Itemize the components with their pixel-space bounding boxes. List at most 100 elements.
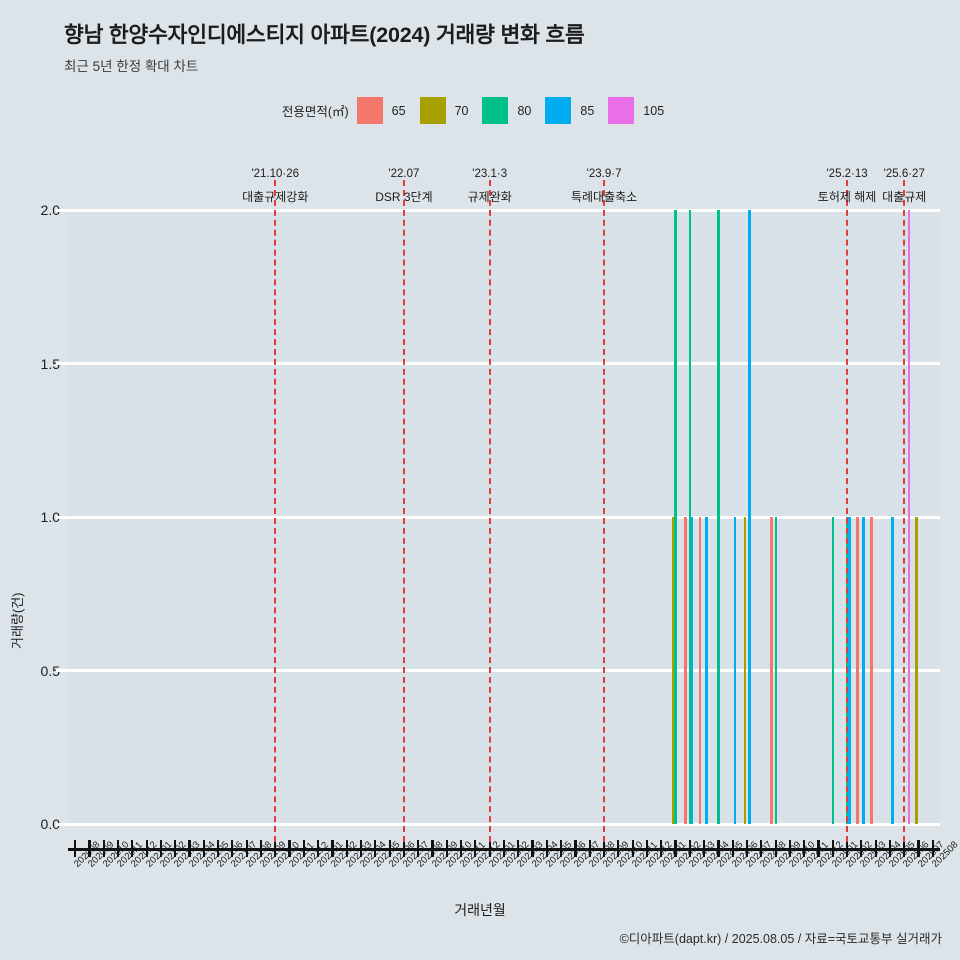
legend-swatch-icon-65 — [356, 97, 383, 124]
bar-202503-65[interactable] — [855, 517, 859, 824]
event-line-202309 — [603, 180, 606, 842]
legend-label-80: 80 — [517, 103, 532, 118]
y-tick-mark-2.0 — [56, 208, 68, 212]
bar-202503-85[interactable] — [862, 517, 866, 824]
legend-item-85[interactable]: 85 — [545, 97, 608, 124]
x-tick-202311 — [631, 840, 634, 857]
x-tick-202402 — [674, 840, 677, 857]
event-name-202506: 대출규제 — [882, 190, 927, 204]
x-tick-202506 — [903, 840, 906, 857]
x-tick-202301 — [488, 840, 491, 857]
y-tick-label-1.5: 1.5 — [40, 355, 60, 372]
event-line-202502 — [846, 180, 849, 842]
x-tick-202501 — [831, 840, 834, 857]
event-date-202207: '22.07 — [388, 168, 420, 180]
x-tick-202411 — [803, 840, 806, 857]
x-tick-202503 — [860, 840, 863, 857]
legend-swatch-icon-105 — [608, 97, 635, 124]
x-tick-202404 — [703, 840, 706, 857]
x-tick-202203 — [345, 840, 348, 857]
gridline-0.5 — [68, 669, 940, 672]
bar-202403-85[interactable] — [690, 517, 694, 824]
x-tick-202204 — [359, 840, 363, 857]
bar-202407-70[interactable] — [743, 517, 747, 824]
x-tick-202210 — [445, 840, 448, 857]
y-tick-label-0.5: 0.5 — [40, 662, 60, 679]
event-date-202506: '25.6·27 — [883, 168, 925, 180]
x-tick-202508 — [931, 840, 934, 857]
x-tick-202308 — [588, 840, 591, 857]
legend-label-70: 70 — [454, 103, 469, 118]
event-date-202110: '21.10·26 — [251, 168, 300, 180]
gridline-1.5 — [68, 362, 940, 365]
x-tick-202111 — [288, 840, 291, 857]
event-name-202502: 토허제 해제 — [817, 190, 877, 204]
x-tick-202010 — [102, 840, 105, 857]
x-tick-202303 — [517, 840, 520, 857]
x-tick-202205 — [374, 840, 377, 857]
event-line-202506 — [903, 180, 906, 842]
legend-swatch-icon-85 — [545, 97, 572, 124]
bar-202403-65[interactable] — [684, 517, 687, 824]
bar-202409-80[interactable] — [774, 517, 778, 824]
bar-202506-105[interactable] — [907, 210, 911, 824]
legend-label-65: 65 — [391, 103, 406, 118]
bar-202502-85[interactable] — [848, 517, 851, 824]
x-tick-202504 — [874, 840, 877, 857]
bar-202507-70[interactable] — [915, 517, 918, 824]
y-tick-mark-1.5 — [56, 362, 68, 365]
x-tick-202305 — [545, 840, 548, 857]
y-tick-label-0.0: 0.0 — [40, 816, 60, 832]
legend-title: 전용면적(㎡) — [281, 105, 349, 119]
x-tick-202412 — [817, 840, 820, 857]
bar-202504-65[interactable] — [870, 517, 873, 824]
bar-202409-65[interactable] — [770, 517, 773, 824]
x-tick-202106 — [216, 840, 220, 857]
x-tick-202105 — [202, 840, 205, 857]
bar-202403-80[interactable] — [688, 210, 692, 824]
x-tick-202410 — [788, 840, 791, 857]
y-axis-label: 거래량(건) — [10, 592, 25, 650]
x-tick-202302 — [502, 840, 506, 857]
x-tick-202012 — [131, 840, 134, 857]
event-name-202207: DSR 3단계 — [375, 190, 433, 204]
x-tick-202502 — [845, 840, 849, 857]
bar-202404-85[interactable] — [705, 517, 708, 824]
y-tick-label-2.0: 2.0 — [40, 202, 60, 218]
event-name-202301: 규제완화 — [467, 190, 512, 204]
bar-202404-65[interactable] — [698, 517, 702, 824]
x-tick-202110 — [274, 840, 277, 857]
event-name-202309: 특례대출축소 — [570, 190, 638, 204]
x-tick-202306 — [560, 840, 563, 857]
bar-202405-80[interactable] — [717, 210, 720, 824]
x-tick-202312 — [645, 840, 649, 857]
y-tick-label-1.0: 1.0 — [40, 509, 60, 525]
x-tick-202505 — [888, 840, 892, 857]
x-tick-202507 — [917, 840, 920, 857]
x-tick-202212 — [474, 840, 477, 857]
bar-202501-80[interactable] — [831, 517, 835, 824]
x-tick-202208 — [417, 840, 420, 857]
x-tick-202202 — [331, 840, 334, 857]
chart-footer-credit: ©디아파트(dapt.kr) / 2025.08.05 / 자료=국토교통부 실… — [619, 932, 942, 946]
gridline-2.0 — [68, 208, 940, 212]
legend-item-80[interactable]: 80 — [482, 97, 545, 124]
event-name-202110: 대출규제강화 — [242, 190, 309, 204]
bar-202402-70[interactable] — [672, 517, 675, 824]
x-tick-202102 — [159, 840, 162, 857]
legend-item-105[interactable]: 105 — [608, 97, 678, 124]
bar-202402-80[interactable] — [674, 210, 678, 824]
x-tick-202409 — [774, 840, 777, 857]
bar-202406-85[interactable] — [733, 517, 737, 824]
legend-item-65[interactable]: 65 — [356, 97, 420, 124]
bar-202407-85[interactable] — [748, 210, 751, 824]
bar-202505-85[interactable] — [891, 517, 894, 824]
x-tick-202307 — [574, 840, 577, 857]
x-tick-202211 — [460, 840, 463, 857]
chart-legend: 전용면적(㎡) 65 70 80 85 105 — [0, 97, 960, 124]
legend-item-70[interactable]: 70 — [419, 97, 483, 124]
x-tick-202011 — [116, 840, 120, 857]
x-tick-202209 — [431, 840, 434, 857]
event-line-202110 — [274, 180, 277, 842]
x-tick-202406 — [731, 840, 734, 857]
